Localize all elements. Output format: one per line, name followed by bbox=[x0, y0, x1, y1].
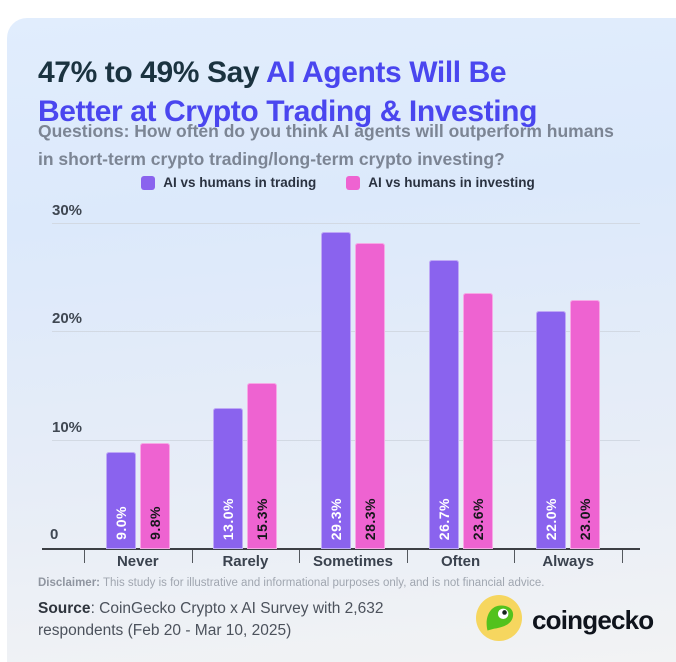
x-axis-tick bbox=[299, 550, 301, 563]
bar-value-label: 13.0% bbox=[220, 497, 237, 540]
bar-trading-never: 9.0% bbox=[105, 452, 136, 549]
y-axis-label-10: 10% bbox=[52, 418, 83, 436]
source-line-2: respondents (Feb 20 - Mar 10, 2025) bbox=[38, 622, 292, 639]
y-axis-label-30: 30% bbox=[52, 202, 83, 220]
bar-value-label: 26.7% bbox=[435, 497, 452, 540]
title-line-2: Better at Crypto Trading & Investing bbox=[38, 92, 537, 131]
legend-label-investing: AI vs humans in investing bbox=[368, 175, 535, 190]
bar-trading-always: 22.0% bbox=[536, 311, 567, 549]
chart-subtitle: Questions: How often do you think AI age… bbox=[38, 117, 614, 173]
bar-investing-always: 23.0% bbox=[570, 300, 601, 549]
bar-value-label: 15.3% bbox=[254, 497, 271, 540]
source-body: : CoinGecko Crypto x AI Survey with 2,63… bbox=[90, 600, 384, 617]
x-axis-tick bbox=[514, 550, 516, 563]
page-title: 47% to 49% Say AI Agents Will Be Better … bbox=[38, 53, 537, 131]
bar-value-label: 23.0% bbox=[577, 497, 594, 540]
gridline-30 bbox=[52, 223, 640, 225]
bar-trading-sometimes: 29.3% bbox=[321, 232, 351, 549]
x-axis-line bbox=[42, 548, 640, 550]
x-axis-tick bbox=[191, 550, 193, 563]
bar-value-label: 22.0% bbox=[543, 497, 560, 540]
title-dark-text: 47% to 49% Say bbox=[38, 56, 267, 90]
source-text: Source: CoinGecko Crypto x AI Survey wit… bbox=[38, 598, 458, 642]
bar-trading-rarely: 13.0% bbox=[213, 408, 244, 549]
bar-investing-never: 9.8% bbox=[139, 443, 170, 549]
bar-trading-often: 26.7% bbox=[428, 260, 459, 549]
bar-value-label: 9.8% bbox=[146, 506, 163, 540]
coingecko-wordmark: coingecko bbox=[532, 605, 654, 635]
category-label-often: Often bbox=[441, 553, 481, 570]
bar-value-label: 28.3% bbox=[362, 497, 378, 540]
x-axis-tick bbox=[84, 550, 85, 563]
bar-investing-often: 23.6% bbox=[462, 293, 493, 549]
y-axis-zero-label: 0 bbox=[50, 526, 59, 543]
x-axis-tick bbox=[622, 550, 623, 563]
subtitle-line-2: in short-term crypto trading/long-term c… bbox=[38, 149, 505, 169]
category-label-never: Never bbox=[116, 553, 159, 570]
category-label-sometimes: Sometimes bbox=[312, 553, 393, 570]
legend-label-trading: AI vs humans in trading bbox=[163, 175, 317, 190]
title-line-1: 47% to 49% Say AI Agents Will Be bbox=[38, 53, 537, 92]
trading-swatch-icon bbox=[141, 175, 156, 190]
category-label-always: Always bbox=[542, 553, 595, 570]
source-label: Source bbox=[38, 600, 91, 617]
legend-item-investing: AI vs humans in investing bbox=[346, 175, 535, 190]
title-blue-text-2: Better at Crypto Trading & Investing bbox=[38, 95, 537, 129]
disclaimer-body: This study is for illustrative and infor… bbox=[100, 577, 545, 589]
bar-value-label: 29.3% bbox=[328, 497, 344, 540]
bar-investing-rarely: 15.3% bbox=[247, 383, 278, 549]
bar-value-label: 23.6% bbox=[469, 497, 486, 540]
legend-item-trading: AI vs humans in trading bbox=[141, 175, 316, 190]
chart-legend: AI vs humans in trading AI vs humans in … bbox=[0, 175, 676, 190]
disclaimer-text: Disclaimer: This study is for illustrati… bbox=[38, 577, 544, 589]
gecko-icon bbox=[476, 595, 522, 646]
bar-value-label: 9.0% bbox=[112, 506, 129, 540]
bar-investing-sometimes: 28.3% bbox=[355, 243, 385, 549]
x-axis-tick bbox=[406, 550, 408, 563]
source-line-1: Source: CoinGecko Crypto x AI Survey wit… bbox=[38, 598, 458, 620]
coingecko-logo: coingecko bbox=[476, 595, 654, 646]
title-blue-text-1: AI Agents Will Be bbox=[266, 56, 507, 90]
y-axis-label-20: 20% bbox=[52, 310, 83, 328]
disclaimer-label: Disclaimer: bbox=[38, 577, 101, 589]
subtitle-line-1: Questions: How often do you think AI age… bbox=[38, 121, 614, 141]
category-label-rarely: Rarely bbox=[222, 553, 269, 570]
investing-swatch-icon bbox=[346, 175, 361, 190]
